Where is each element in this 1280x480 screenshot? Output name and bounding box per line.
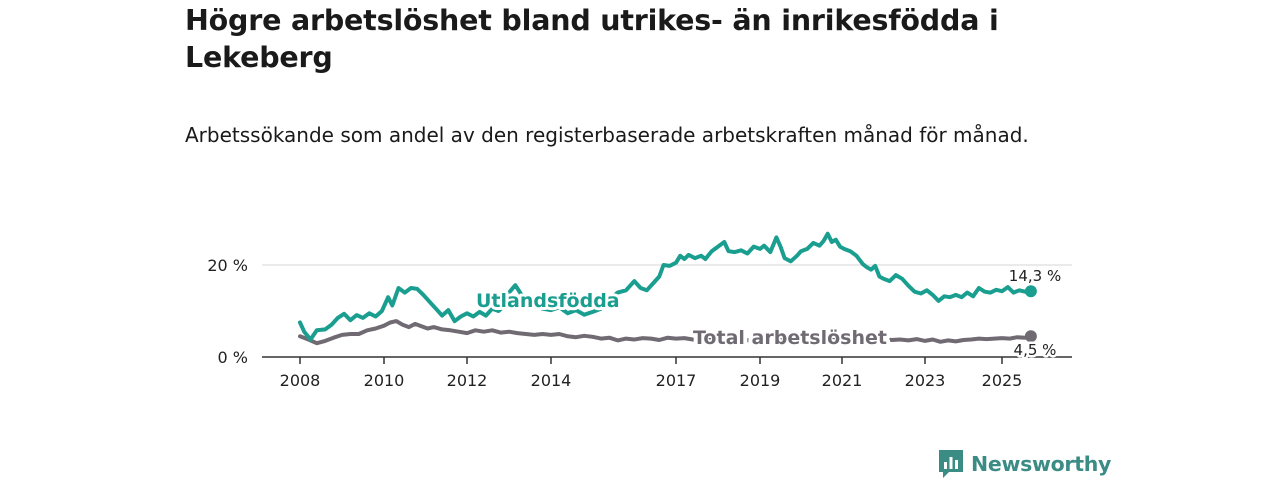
series-layer	[298, 231, 1037, 346]
x-tick-label: 2025	[982, 371, 1023, 390]
x-tick-label: 2019	[740, 371, 781, 390]
x-tick-label: 2014	[531, 371, 572, 390]
line-chart: 0 % 20 % 2008 2010 2012 2014 2017 2019 2021 2023 2…	[207, 231, 1072, 390]
series-end-point-utlandsfodda	[1024, 285, 1037, 298]
end-value-label-utlandsfodda: 14,3 %	[1009, 267, 1061, 285]
x-tick-label: 2021	[822, 371, 863, 390]
x-tick-label: 2023	[905, 371, 946, 390]
chart-subtitle: Arbetssökande som andel av den registerb…	[185, 123, 1029, 147]
series-line-utlandsfodda	[298, 231, 1033, 342]
end-value-label-total: 4,5 %	[1014, 341, 1057, 359]
newsworthy-logo-icon	[939, 450, 963, 478]
x-tick-label: 2008	[280, 371, 321, 390]
series-label-total: Total arbetslöshet	[693, 327, 887, 349]
brand-logo: Newsworthy	[937, 448, 1111, 480]
series-label-utlandsfodda: Utlandsfödda	[476, 290, 620, 312]
chart-title: Högre arbetslöshet bland utrikes- än inr…	[185, 4, 999, 74]
x-tick-label: 2017	[656, 371, 697, 390]
y-tick-label: 20 %	[207, 256, 248, 275]
x-tick-label: 2010	[364, 371, 405, 390]
y-tick-label: 0 %	[218, 348, 248, 367]
x-tick-label: 2012	[447, 371, 488, 390]
series-line-total	[298, 319, 1033, 346]
axis-layer: 0 % 20 % 2008 2010 2012 2014 2017 2019 2021 2023 2…	[207, 256, 1072, 390]
brand-name: Newsworthy	[971, 452, 1112, 476]
label-layer: Utlandsfödda Total arbetslöshet 14,3 % 4…	[473, 267, 1061, 362]
series-end-point-total	[1024, 330, 1037, 343]
